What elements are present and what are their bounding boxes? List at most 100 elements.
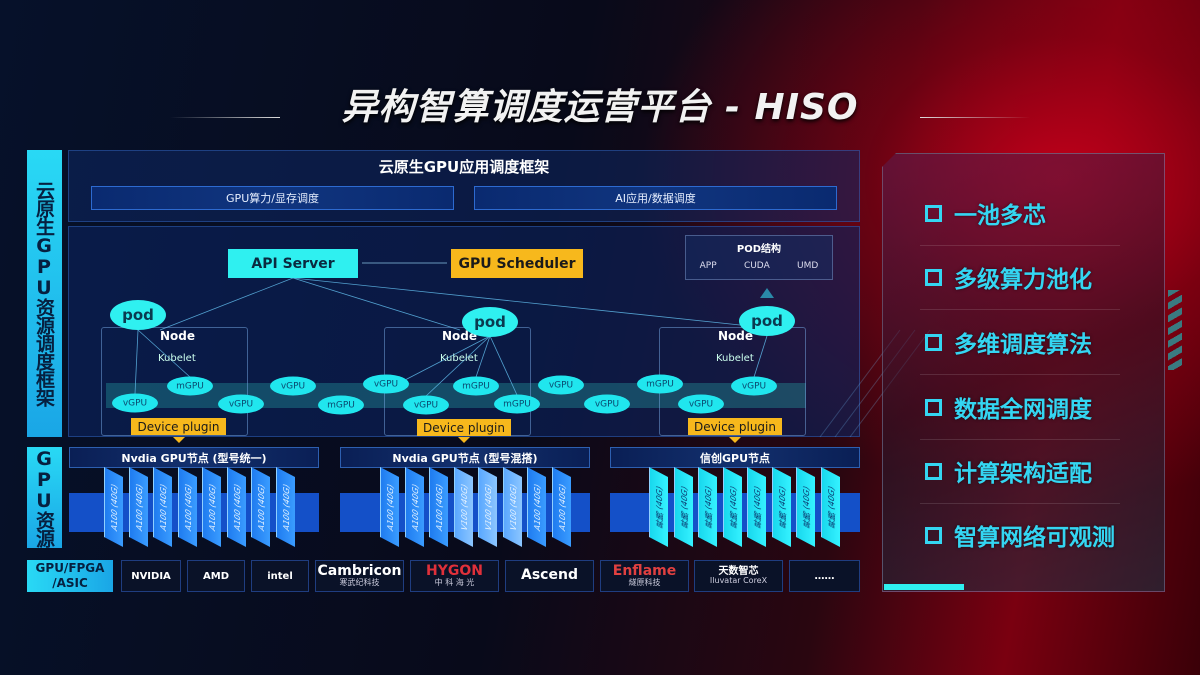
gpu-scheduler-box: GPU Scheduler bbox=[451, 249, 583, 278]
feature-item: 多维调度算法 bbox=[925, 325, 1092, 359]
gpu-card-label: 昇腾 (40G) bbox=[752, 484, 762, 531]
feature-divider bbox=[920, 374, 1120, 375]
pod-structure-title: POD结构 bbox=[736, 244, 782, 255]
framework-side-label: 云原生GPU资源调度框架 bbox=[27, 150, 62, 437]
vendor-subtitle: Iluvatar CoreX bbox=[709, 576, 768, 586]
gpu-card: 昇腾 (40G) bbox=[698, 466, 717, 548]
gpu-card-label: 昇腾 (40G) bbox=[654, 484, 664, 531]
feature-item: 数据全网调度 bbox=[925, 390, 1092, 424]
connector-line bbox=[134, 329, 139, 395]
connector-line bbox=[137, 329, 191, 378]
virtual-gpu: vGPU bbox=[270, 376, 316, 396]
vendor-logo-hygon: HYGON 中 科 海 光 bbox=[410, 560, 499, 592]
resources-side-label: GPU资源 bbox=[27, 447, 62, 548]
vendor-subtitle: 燧原科技 bbox=[628, 578, 661, 588]
panel-stripes-deco bbox=[1168, 290, 1182, 370]
framework-title: 云原生GPU应用调度框架 bbox=[378, 158, 550, 176]
feature-item: 一池多芯 bbox=[925, 196, 1046, 230]
feature-divider bbox=[920, 309, 1120, 310]
gpu-card: A100 (40G) bbox=[527, 466, 546, 548]
vendor-subtitle: 中 科 海 光 bbox=[434, 578, 475, 588]
node-box-1 bbox=[101, 327, 248, 436]
connector-line bbox=[425, 335, 491, 397]
pod-structure-arrow bbox=[760, 288, 774, 298]
gpu-card-label: A100 (40G) bbox=[232, 481, 241, 533]
panel-corner-deco bbox=[884, 584, 964, 590]
feature-item: 计算架构适配 bbox=[925, 454, 1092, 488]
vendor-subtitle: 寒武纪科技 bbox=[339, 578, 380, 588]
gpu-card: A100 (40G) bbox=[429, 466, 448, 548]
vendor-name: Ascend bbox=[521, 567, 578, 584]
ai-app-data-scheduling: AI应用/数据调度 bbox=[474, 186, 837, 210]
virtual-gpu: mGPU bbox=[318, 395, 364, 415]
pod-structure-box: POD结构 APP CUDA UMD bbox=[685, 235, 833, 280]
gpu-card-label: V100 (40G) bbox=[483, 481, 493, 533]
gpu-card: A100 (40G) bbox=[275, 466, 295, 548]
device-plugin-arrow bbox=[729, 437, 741, 443]
device-plugin-arrow bbox=[173, 437, 185, 443]
feature-item: 智算网络可观测 bbox=[925, 518, 1115, 552]
gpu-card-label: 昇腾 (40G) bbox=[801, 484, 811, 531]
device-plugin-arrow bbox=[458, 437, 470, 443]
virtual-gpu: mGPU bbox=[494, 394, 540, 414]
gpu-card: A100 (40G) bbox=[104, 466, 123, 548]
gpu-card-label: A100 (40G) bbox=[183, 481, 192, 533]
feature-label: 计算架构适配 bbox=[954, 461, 1092, 487]
device-plugin-3: Device plugin bbox=[688, 418, 782, 435]
gpu-card-label: 昇腾 (40G) bbox=[703, 484, 713, 531]
vendor-logo-: 天数智芯 Iluvatar CoreX bbox=[694, 560, 783, 592]
connector-line bbox=[475, 335, 491, 378]
gpu-card-label: A100 (40G) bbox=[281, 481, 290, 533]
kubelet-label: Kubelet bbox=[158, 353, 196, 364]
checkbox-square-icon bbox=[925, 462, 942, 480]
virtual-gpu: vGPU bbox=[678, 394, 724, 414]
connector-line bbox=[292, 277, 741, 326]
connector-line bbox=[404, 335, 491, 381]
virtual-gpu: vGPU bbox=[363, 374, 409, 394]
gpu-card: A100 (40G) bbox=[128, 466, 148, 548]
virtual-gpu: vGPU bbox=[403, 395, 449, 415]
checkbox-square-icon bbox=[925, 268, 942, 286]
connector-line bbox=[159, 277, 294, 331]
device-plugin-1: Device plugin bbox=[131, 418, 226, 435]
gpu-card-label: A100 (40G) bbox=[385, 481, 395, 533]
page-title: 异构智算调度运营平台 - HISO bbox=[341, 87, 859, 128]
gpu-card-label: A100 (40G) bbox=[557, 481, 566, 533]
gpu-card: 昇腾 (40G) bbox=[820, 466, 840, 548]
gpu-group-title-1: Nvdia GPU节点 (型号统一) bbox=[69, 447, 319, 468]
gpu-card-label: 昇腾 (40G) bbox=[777, 484, 786, 531]
gpu-card-label: 昇腾 (40G) bbox=[679, 484, 688, 531]
features-panel bbox=[882, 153, 1165, 592]
gpu-card: V100 (40G) bbox=[478, 466, 497, 548]
pod-3: pod bbox=[739, 306, 795, 336]
pod-structure-umd: UMD bbox=[797, 261, 819, 271]
gpu-card: 昇腾 (40G) bbox=[649, 466, 668, 548]
gpu-card-label: 昇腾 (40G) bbox=[728, 484, 737, 531]
gpu-group-title-3: 信创GPU节点 bbox=[610, 447, 860, 468]
gpu-card: 昇腾 (40G) bbox=[747, 466, 766, 548]
pod-2: pod bbox=[462, 307, 518, 337]
vendor-logo-ascend: Ascend bbox=[505, 560, 594, 592]
gpu-card-label: 昇腾 (40G) bbox=[826, 484, 835, 531]
gpu-card: A100 (40G) bbox=[153, 466, 172, 548]
gpu-card-label: A100 (40G) bbox=[207, 481, 217, 533]
gpu-card-label: V100 (40G) bbox=[508, 481, 517, 533]
vendor-name: AMD bbox=[203, 570, 229, 582]
checkbox-square-icon bbox=[925, 398, 942, 416]
gpu-card: A100 (40G) bbox=[177, 466, 197, 548]
gpu-card-label: A100 (40G) bbox=[256, 481, 266, 533]
gpu-card: A100 (40G) bbox=[380, 466, 399, 548]
feature-label: 多维调度算法 bbox=[954, 332, 1092, 358]
gpu-card: V100 (40G) bbox=[502, 466, 522, 548]
vendor-name: …… bbox=[814, 570, 835, 582]
vendor-logo-amd: AMD bbox=[187, 560, 245, 592]
node-label: Node bbox=[442, 329, 478, 343]
feature-label: 智算网络可观测 bbox=[954, 525, 1115, 551]
gpu-card: A100 (40G) bbox=[226, 466, 246, 548]
feature-item: 多级算力池化 bbox=[925, 260, 1092, 294]
pod-1: pod bbox=[110, 300, 166, 330]
gpu-card-label: A100 (40G) bbox=[532, 481, 542, 533]
feature-label: 数据全网调度 bbox=[954, 397, 1092, 423]
vendor-logo-: …… bbox=[789, 560, 860, 592]
connector-line bbox=[292, 277, 461, 331]
